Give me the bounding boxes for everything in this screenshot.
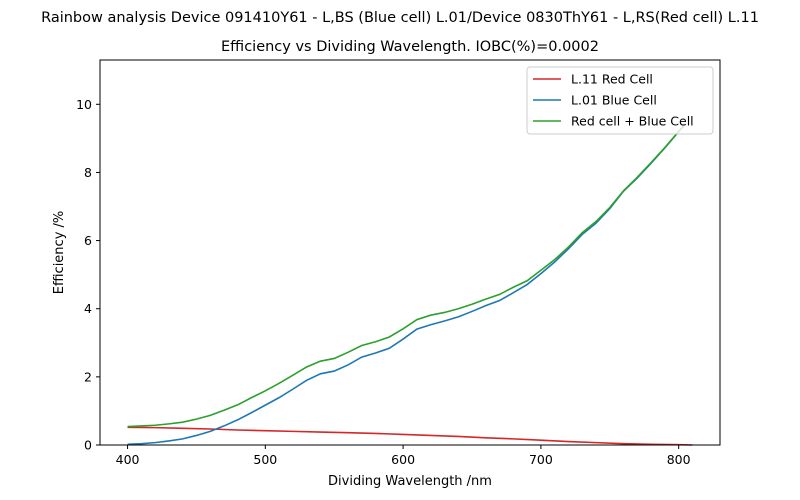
series-layer (127, 123, 693, 446)
y-tick-label: 4 (84, 301, 92, 316)
x-tick-label: 400 (116, 452, 140, 467)
series-line-1 (127, 426, 693, 446)
legend-label-2: L.01 Blue Cell (571, 93, 657, 108)
y-tick-label: 6 (84, 233, 92, 248)
y-tick-label: 10 (76, 97, 92, 112)
legend-label-1: L.11 Red Cell (571, 72, 653, 87)
x-axis: 400 500 600 700 800 (116, 445, 691, 467)
legend-label-3: Red cell + Blue Cell (571, 114, 694, 129)
plot-frame (99, 59, 721, 446)
x-axis-label: Dividing Wavelength /nm (328, 474, 492, 489)
y-tick-label: 2 (84, 369, 92, 384)
series-line-3 (127, 123, 687, 428)
legend-box (526, 66, 714, 135)
series-line-2 (127, 123, 687, 446)
y-tick-label: 8 (84, 165, 92, 180)
plot-area: 400 500 600 700 800 0 2 4 6 8 10 (76, 59, 721, 467)
x-tick-label: 600 (391, 452, 415, 467)
chart-suptitle: Rainbow analysis Device 091410Y61 - L,BS… (41, 10, 759, 26)
chart-title: Efficiency vs Dividing Wavelength. IOBC(… (221, 39, 599, 55)
x-tick-label: 700 (529, 452, 553, 467)
y-tick-label: 0 (84, 438, 92, 453)
chart-legend: L.11 Red Cell L.01 Blue Cell Red cell + Bl… (526, 66, 714, 135)
y-axis: 0 2 4 6 8 10 (76, 97, 100, 453)
x-tick-label: 800 (667, 452, 691, 467)
x-tick-label: 500 (253, 452, 277, 467)
y-axis-label: Efficiency /% (52, 211, 67, 294)
